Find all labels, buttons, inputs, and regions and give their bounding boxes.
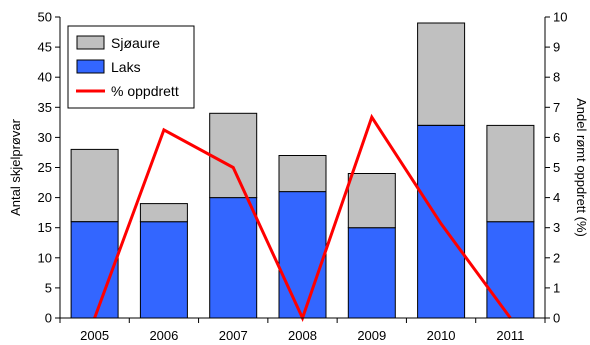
y-tick-label: 35	[38, 100, 52, 115]
x-tick-label: 2007	[219, 328, 248, 343]
y2-tick-label: 8	[553, 70, 560, 85]
x-tick-label: 2010	[427, 328, 456, 343]
y2-axis-title: Andel rømt oppdrett (%)	[574, 98, 589, 237]
x-tick-label: 2006	[149, 328, 178, 343]
y-tick-label: 40	[38, 70, 52, 85]
y2-tick-label: 7	[553, 100, 560, 115]
y2-tick-label: 6	[553, 130, 560, 145]
bar-sjøaure-2011	[486, 124, 535, 223]
x-tick-label: 2011	[496, 328, 524, 343]
bar-sjøaure-2009	[347, 173, 396, 229]
bar-laks-2009	[347, 227, 396, 319]
x-tick-label: 2008	[288, 328, 317, 343]
y2-tick-label: 9	[553, 40, 560, 55]
y2-tick-label: 4	[553, 190, 560, 205]
y-tick-label: 0	[45, 311, 52, 326]
y-tick-label: 20	[38, 190, 52, 205]
y-tick-label: 10	[38, 250, 52, 265]
legend-label: % oppdrett	[111, 83, 179, 99]
bar-sjøaure-2008	[278, 155, 327, 193]
y2-tick-label: 2	[553, 250, 560, 265]
bar-laks-2007	[209, 197, 258, 319]
x-tick-label: 2009	[357, 328, 386, 343]
bar-sjøaure-2007	[209, 112, 258, 199]
bar-laks-2006	[139, 221, 188, 319]
y-tick-label: 50	[38, 10, 52, 25]
y-tick-label: 5	[45, 280, 52, 295]
legend-label: Sjøaure	[111, 35, 160, 51]
y-tick-label: 30	[38, 130, 52, 145]
bar-laks-2005	[70, 221, 119, 319]
legend-label: Laks	[111, 59, 141, 75]
bar-laks-2011	[486, 221, 535, 319]
y2-tick-label: 10	[553, 10, 567, 25]
legend-swatch	[76, 59, 105, 74]
bar-sjøaure-2010	[417, 22, 466, 126]
y-axis-title: Antal skjelprøvar	[8, 118, 23, 215]
y-tick-label: 25	[38, 160, 52, 175]
bar-sjøaure-2006	[139, 203, 188, 223]
y-tick-label: 15	[38, 220, 52, 235]
bar-laks-2008	[278, 191, 327, 319]
legend: Sjøaure Laks % oppdrett	[67, 25, 195, 109]
bar-sjøaure-2005	[70, 148, 119, 223]
legend-swatch	[76, 35, 105, 50]
y2-tick-label: 3	[553, 220, 560, 235]
y2-tick-label: 5	[553, 160, 560, 175]
bars	[70, 22, 535, 319]
y2-tick-label: 0	[553, 311, 560, 326]
y-tick-label: 45	[38, 40, 52, 55]
x-tick-label: 2005	[80, 328, 109, 343]
y2-tick-label: 1	[553, 280, 560, 295]
